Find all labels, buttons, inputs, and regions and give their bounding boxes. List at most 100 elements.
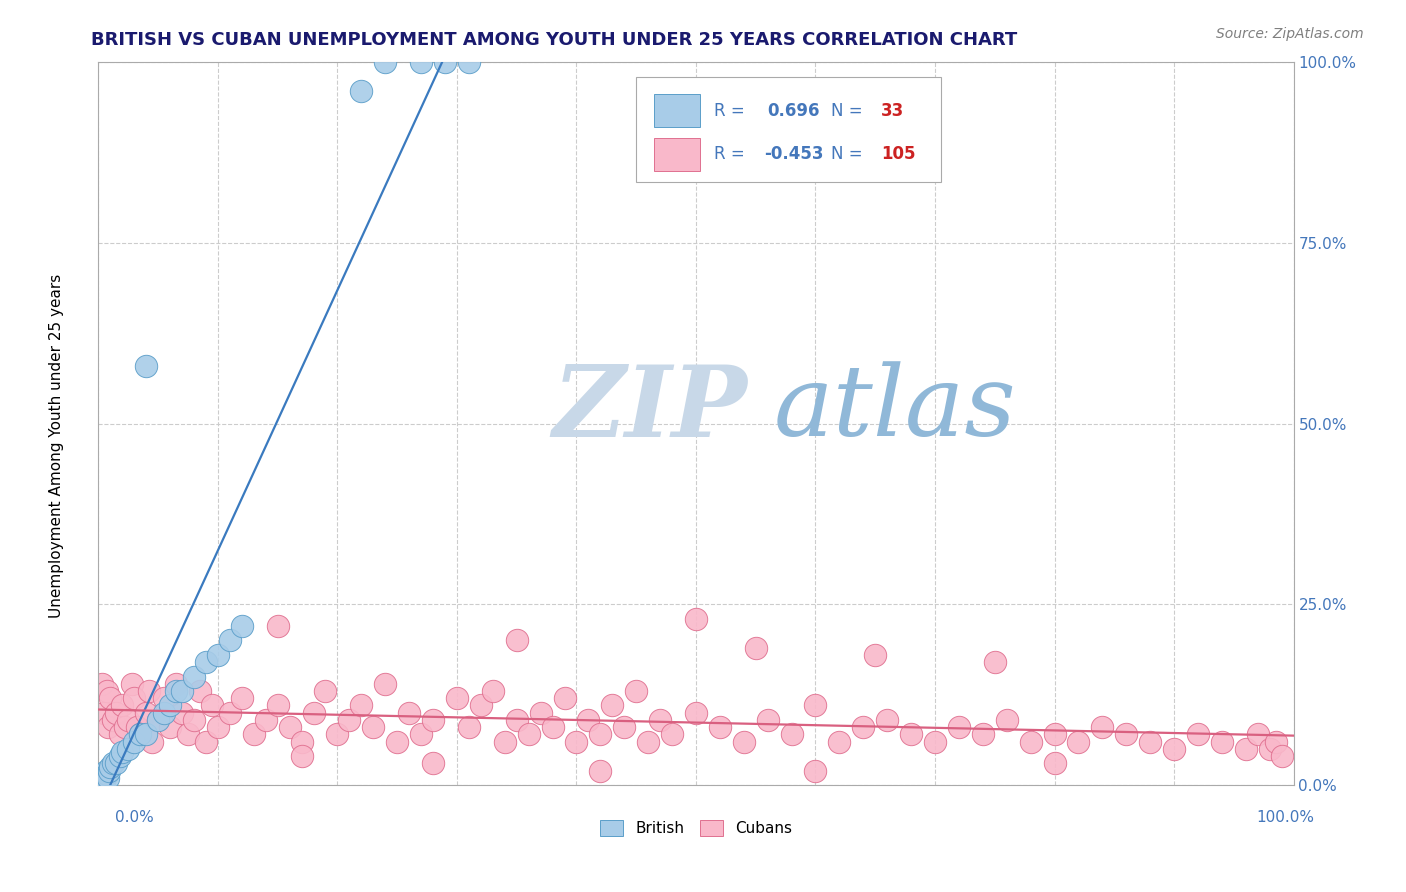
Point (267, 619, 290, 633)
Point (91, 767, 114, 781)
Text: Unemployment Among Youth under 25 years: Unemployment Among Youth under 25 years (49, 274, 63, 618)
Text: 100.0%: 100.0% (1257, 810, 1315, 825)
Text: N =: N = (831, 145, 863, 163)
Point (804, 698, 827, 713)
Point (177, 727, 200, 741)
Point (865, 648, 887, 662)
Point (183, 669, 205, 683)
Point (101, 713, 124, 727)
Point (148, 713, 170, 727)
Point (852, 720, 875, 734)
Point (398, 706, 420, 720)
Text: BRITISH VS CUBAN UNEMPLOYMENT AMONG YOUTH UNDER 25 YEARS CORRELATION CHART: BRITISH VS CUBAN UNEMPLOYMENT AMONG YOUT… (91, 31, 1018, 49)
Point (350, 698, 373, 713)
Point (207, 720, 229, 734)
Point (254, 713, 277, 727)
Point (243, 727, 266, 741)
Point (111, 746, 134, 760)
Point (506, 713, 529, 727)
Point (709, 720, 731, 734)
Point (153, 706, 176, 720)
Point (828, 734, 851, 748)
Point (96, 767, 118, 781)
Point (1043, 727, 1066, 741)
Point (900, 727, 922, 741)
Point (948, 720, 970, 734)
Point (1258, 742, 1281, 756)
Point (326, 727, 349, 741)
Point (98, 691, 122, 706)
Point (1187, 727, 1209, 741)
Point (626, 684, 648, 698)
Point (1264, 734, 1286, 748)
Point (685, 612, 707, 626)
Point (195, 655, 218, 669)
Point (219, 633, 242, 648)
Point (129, 727, 152, 741)
Point (97, 771, 120, 785)
Point (685, 706, 707, 720)
Point (554, 691, 576, 706)
Point (111, 698, 134, 713)
Point (98, 764, 121, 778)
Point (96, 684, 118, 698)
Point (780, 727, 803, 741)
Text: Source: ZipAtlas.com: Source: ZipAtlas.com (1216, 27, 1364, 41)
Point (135, 727, 157, 741)
Point (153, 691, 176, 706)
Point (98, 760, 122, 774)
Point (374, 55, 396, 70)
Point (648, 713, 672, 727)
Point (117, 742, 139, 756)
Point (613, 720, 636, 734)
Point (972, 727, 994, 741)
Point (984, 655, 1007, 669)
Point (602, 698, 624, 713)
Text: 105: 105 (882, 145, 915, 163)
Text: ZIP: ZIP (553, 361, 748, 458)
Point (1067, 734, 1090, 748)
Point (172, 706, 194, 720)
Point (291, 734, 314, 748)
Point (756, 713, 779, 727)
Point (183, 713, 205, 727)
Text: 33: 33 (882, 102, 904, 120)
Point (172, 684, 194, 698)
Point (1211, 734, 1233, 748)
Point (350, 84, 373, 98)
Point (565, 734, 588, 748)
Point (995, 713, 1018, 727)
Point (1163, 742, 1185, 756)
Point (470, 698, 492, 713)
Point (141, 734, 163, 748)
Point (90, 774, 112, 789)
Legend: British, Cubans: British, Cubans (595, 814, 797, 842)
Point (494, 734, 516, 748)
Point (108, 727, 131, 741)
Point (121, 677, 143, 691)
Point (278, 720, 301, 734)
Point (135, 706, 157, 720)
Point (1091, 720, 1114, 734)
Point (93, 774, 115, 789)
Point (159, 698, 181, 713)
Point (91, 677, 114, 691)
Point (481, 684, 505, 698)
Point (201, 698, 224, 713)
Point (129, 727, 152, 741)
Point (165, 684, 187, 698)
Point (114, 720, 136, 734)
Point (97, 720, 120, 734)
Point (1019, 734, 1042, 748)
Point (188, 684, 211, 698)
Point (117, 713, 139, 727)
Point (589, 764, 612, 778)
Bar (654, 95, 700, 128)
Point (195, 734, 218, 748)
Point (231, 619, 253, 633)
Point (385, 734, 409, 748)
Point (637, 734, 659, 748)
Point (1139, 734, 1161, 748)
Point (363, 720, 385, 734)
Point (101, 756, 124, 771)
